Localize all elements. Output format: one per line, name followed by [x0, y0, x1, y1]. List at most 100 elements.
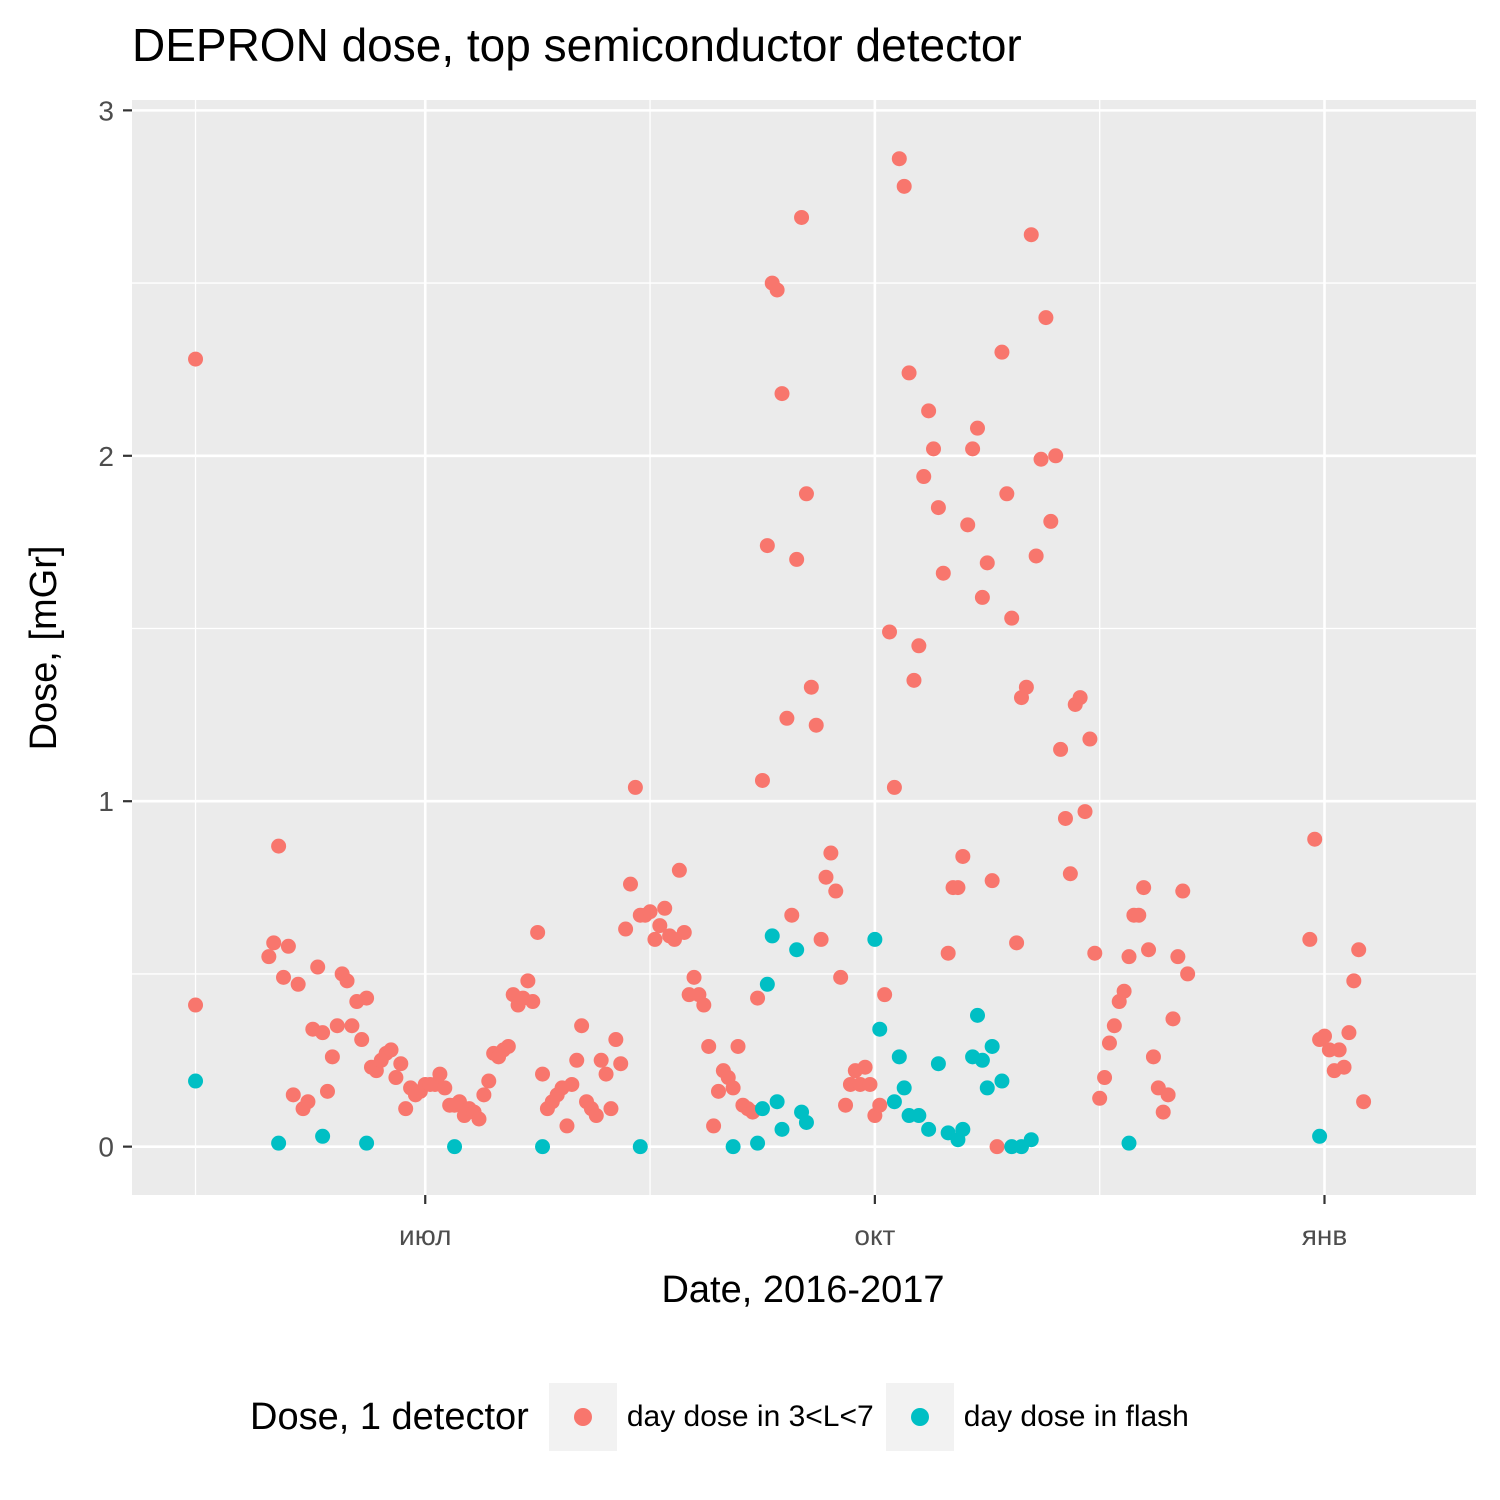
legend: Dose, 1 detector day dose in 3<L<7 day d… [250, 1382, 1201, 1452]
point-day-dose-l [188, 351, 204, 367]
point-flash [315, 1128, 331, 1144]
point-day-dose-l [774, 386, 790, 402]
y-axis-title: Dose, [mGr] [23, 546, 65, 751]
point-day-dose-l [1092, 1090, 1108, 1106]
point-day-dose-l [1145, 1049, 1161, 1065]
point-day-dose-l [618, 921, 634, 937]
point-day-dose-l [784, 907, 800, 923]
point-flash [725, 1139, 741, 1155]
point-day-dose-l [437, 1080, 453, 1096]
point-day-dose-l [769, 282, 785, 298]
point-day-dose-l [1341, 1025, 1357, 1041]
point-day-dose-l [652, 918, 668, 934]
point-day-dose-l [535, 1066, 551, 1082]
point-day-dose-l [500, 1038, 516, 1054]
point-day-dose-l [1077, 804, 1093, 820]
point-day-dose-l [1048, 448, 1064, 464]
point-day-dose-l [930, 500, 946, 516]
point-flash [789, 942, 805, 958]
point-day-dose-l [324, 1049, 340, 1065]
point-flash [921, 1121, 937, 1137]
point-day-dose-l [979, 555, 995, 571]
point-day-dose-l [916, 469, 932, 485]
point-day-dose-l [354, 1032, 370, 1048]
y-tick-label: 3 [98, 95, 114, 126]
point-day-dose-l [818, 869, 834, 885]
point-flash [750, 1135, 766, 1151]
point-day-dose-l [823, 845, 839, 861]
point-day-dose-l [1018, 679, 1034, 695]
point-day-dose-l [559, 1118, 575, 1134]
point-day-dose-l [706, 1118, 722, 1134]
point-day-dose-l [271, 838, 287, 854]
point-day-dose-l [1160, 1087, 1176, 1103]
legend-label: day dose in 3<L<7 [626, 1400, 874, 1433]
x-tick-label: окт [854, 1220, 895, 1251]
point-day-dose-l [1170, 949, 1186, 965]
point-day-dose-l [1062, 866, 1078, 882]
point-day-dose-l [999, 486, 1015, 502]
point-day-dose-l [647, 931, 663, 947]
point-day-dose-l [1009, 935, 1025, 951]
point-day-dose-l [290, 976, 306, 992]
point-day-dose-l [300, 1094, 316, 1110]
legend-item-day-dose-l: day dose in 3<L<7 [548, 1383, 874, 1451]
point-flash [979, 1080, 995, 1096]
point-flash [872, 1021, 888, 1037]
point-flash [769, 1094, 785, 1110]
point-day-dose-l [319, 1083, 335, 1099]
point-day-dose-l [955, 848, 971, 864]
point-day-dose-l [657, 900, 673, 916]
legend-key-red [548, 1383, 617, 1451]
point-day-dose-l [359, 990, 375, 1006]
point-flash [359, 1135, 375, 1151]
point-flash [891, 1049, 907, 1065]
point-day-dose-l [1131, 907, 1147, 923]
point-day-dose-l [901, 365, 917, 381]
point-day-dose-l [1175, 883, 1191, 899]
point-flash [886, 1094, 902, 1110]
point-day-dose-l [984, 873, 1000, 889]
point-flash [764, 928, 780, 944]
point-day-dose-l [1116, 983, 1132, 999]
point-day-dose-l [1087, 945, 1103, 961]
point-day-dose-l [1121, 949, 1137, 965]
point-day-dose-l [808, 717, 824, 733]
point-day-dose-l [432, 1066, 448, 1082]
point-day-dose-l [950, 880, 966, 896]
point-flash [632, 1139, 648, 1155]
point-flash [271, 1135, 287, 1151]
x-axis-title: Date, 2016-2017 [661, 1269, 944, 1311]
point-day-dose-l [798, 486, 814, 502]
point-day-dose-l [974, 589, 990, 605]
point-day-dose-l [935, 565, 951, 581]
point-day-dose-l [276, 969, 292, 985]
point-day-dose-l [1057, 810, 1073, 826]
point-day-dose-l [1346, 973, 1362, 989]
point-day-dose-l [671, 862, 687, 878]
point-day-dose-l [530, 924, 546, 940]
point-day-dose-l [877, 987, 893, 1003]
point-day-dose-l [476, 1087, 492, 1103]
point-day-dose-l [965, 441, 981, 457]
point-day-dose-l [891, 151, 907, 167]
point-day-dose-l [1053, 741, 1069, 757]
y-tick-label: 1 [98, 786, 114, 817]
point-day-dose-l [779, 710, 795, 726]
point-day-dose-l [1351, 942, 1367, 958]
point-day-dose-l [696, 997, 712, 1013]
point-day-dose-l [725, 1080, 741, 1096]
point-flash [955, 1121, 971, 1137]
point-day-dose-l [525, 994, 541, 1010]
point-flash [774, 1121, 790, 1137]
point-day-dose-l [393, 1056, 409, 1072]
point-day-dose-l [759, 538, 775, 554]
y-tick-label: 0 [98, 1132, 114, 1163]
point-day-dose-l [989, 1139, 1005, 1155]
point-day-dose-l [1356, 1094, 1372, 1110]
point-day-dose-l [676, 924, 692, 940]
point-day-dose-l [710, 1083, 726, 1099]
point-day-dose-l [280, 938, 296, 954]
point-day-dose-l [730, 1038, 746, 1054]
point-day-dose-l [588, 1108, 604, 1124]
